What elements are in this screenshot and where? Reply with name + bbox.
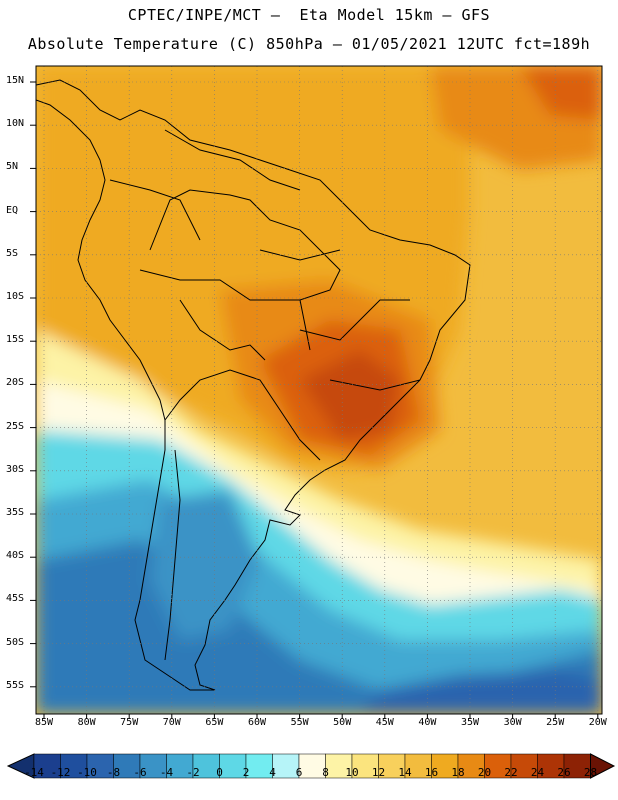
colorbar-tick-label: 10 [345, 766, 359, 779]
colorbar-tick-label: 0 [216, 766, 223, 779]
lat-label: 5S [6, 247, 19, 259]
colorbar-tick-label: -12 [50, 766, 71, 779]
border-venezuela [164, 129, 301, 191]
lat-label: 10S [6, 291, 25, 302]
colorbar-swatch [33, 753, 61, 779]
colorbar-tick-label: 6 [295, 766, 303, 779]
border-colombia [109, 179, 201, 241]
colorbar-tick-label: -2 [186, 766, 200, 779]
lat-label: 25S [6, 420, 25, 432]
lon-label: 35W [460, 717, 480, 728]
colorbar-tick-label: 24 [530, 766, 545, 779]
colorbar-swatch [166, 753, 194, 779]
colorbar-tick-label: 12 [371, 766, 386, 779]
colorbar-swatch [431, 753, 459, 779]
border-bolivia [179, 299, 266, 361]
lon-label: 55W [290, 717, 309, 728]
colorbar-swatch [537, 753, 565, 779]
lat-label: 35S [6, 507, 25, 518]
colorbar-tick-label: -6 [133, 766, 147, 779]
lon-label: 85W [34, 717, 54, 728]
field-deep-south [360, 670, 602, 714]
field-hotter-ne [520, 66, 602, 120]
lat-label: 40S [6, 550, 25, 562]
colorbar-tick-label: -8 [106, 766, 121, 779]
title-line-2: Absolute Temperature (C) 850hPa – 01/05/… [27, 35, 591, 53]
lon-label: 65W [205, 717, 224, 728]
lat-label: EQ [6, 204, 19, 216]
lat-label: 10N [6, 118, 25, 130]
border-argentina-chile [164, 449, 181, 661]
colorbar-swatch [510, 753, 538, 779]
colorbar-tick-label: 26 [557, 766, 571, 779]
temperature-field [36, 66, 602, 714]
lon-label: 45W [375, 717, 394, 728]
colorbar-tick-label: -10 [77, 766, 97, 779]
title-line-1: CPTEC/INPE/MCT – Eta Model 15km – GFS [127, 6, 491, 24]
field-hottest-core [300, 350, 400, 440]
lon-label: 20W [588, 717, 607, 728]
lon-label: 70W [162, 717, 181, 728]
border-andes [164, 369, 321, 461]
colorbar-tick-label: 14 [398, 766, 412, 779]
colorbar [6, 753, 616, 779]
colorbar-tick-label: 28 [583, 766, 598, 779]
gridlines [36, 66, 602, 714]
colorbar-tick-label: 8 [322, 766, 329, 779]
lat-label: 50S [6, 636, 25, 648]
colorbar-swatch [219, 753, 247, 779]
lon-label: 40W [418, 717, 437, 728]
colorbar-high-arrow [590, 753, 616, 779]
lon-label: 60W [247, 717, 267, 728]
colorbar-tick-label: -4 [159, 766, 174, 779]
colorbar-swatch [60, 753, 88, 779]
colorbar-tick-label: 2 [242, 766, 250, 779]
lon-label: 25W [546, 717, 565, 728]
colorbar-tick-label: 4 [269, 766, 276, 779]
lon-label: 30W [503, 717, 522, 728]
colorbar-swatch [351, 753, 379, 779]
lat-label: 5N [6, 161, 19, 173]
colorbar-swatch [457, 753, 485, 779]
colorbar-swatch [86, 753, 114, 779]
lon-label: 80W [77, 717, 96, 728]
border-brazil [139, 189, 341, 301]
colorbar-tick-label: 16 [424, 766, 439, 779]
colorbar-swatch [192, 753, 220, 779]
lat-label: 30S [6, 463, 25, 475]
map-frame [35, 65, 603, 715]
colorbar-tick-label: 22 [504, 766, 518, 779]
colorbar-swatch [113, 753, 141, 779]
lat-label: 15S [6, 334, 25, 346]
lat-label: 20S [6, 377, 25, 389]
continent-outline [36, 79, 471, 691]
colorbar-tick-label: -14 [24, 766, 44, 779]
axis-ticks [30, 81, 599, 719]
colorbar-swatch [325, 753, 353, 779]
border-states [259, 249, 421, 391]
lon-label: 75W [120, 717, 139, 728]
colorbar-tick-label: 20 [477, 766, 492, 779]
colorbar-tick-label: 18 [451, 766, 465, 779]
colorbar-swatch [139, 753, 167, 779]
lat-label: 15N [6, 75, 25, 86]
colorbar-swatch [378, 753, 406, 779]
lat-label: 45S [6, 593, 25, 605]
lon-label: 50W [333, 717, 352, 728]
colorbar-swatch [272, 753, 300, 779]
coastlines [36, 79, 471, 691]
lat-label: 55S [6, 679, 25, 691]
